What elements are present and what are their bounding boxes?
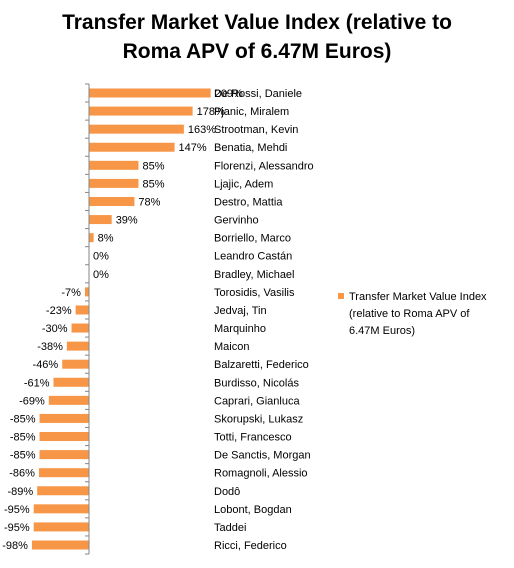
bars-layer <box>31 88 211 550</box>
data-label: 0% <box>93 251 109 263</box>
legend: Transfer Market Value Index (relative to … <box>338 291 487 337</box>
bar <box>66 341 89 351</box>
category-label: Bradley, Michael <box>214 269 295 281</box>
data-label: -85% <box>10 450 36 462</box>
data-label: 8% <box>98 233 114 245</box>
data-label: -69% <box>19 395 45 407</box>
category-label: Marquinho <box>214 323 266 335</box>
legend-text-line: Transfer Market Value Index <box>349 291 487 303</box>
bar <box>89 142 175 152</box>
category-label: De Sanctis, Morgan <box>214 450 311 462</box>
data-label: 163% <box>188 124 216 136</box>
bar <box>39 450 89 460</box>
bar <box>84 287 89 297</box>
data-label: -95% <box>4 504 30 516</box>
data-label: -30% <box>42 323 68 335</box>
category-label: Lobont, Bogdan <box>214 504 292 516</box>
chart-title-line-2: Roma APV of 6.47M Euros) <box>122 40 392 63</box>
chart-title-line-1: Transfer Market Value Index (relative to <box>62 11 452 34</box>
data-label: 78% <box>138 196 160 208</box>
data-label: -85% <box>10 432 36 444</box>
bar <box>33 522 89 532</box>
category-label: Romagnoli, Alessio <box>214 468 308 480</box>
category-label: Pjanic, Miralem <box>214 106 289 118</box>
data-label: 0% <box>93 269 109 281</box>
data-label: 178% <box>197 106 225 118</box>
bar <box>31 540 89 550</box>
bar <box>89 233 94 243</box>
bar <box>71 323 89 333</box>
category-label: Benatia, Mehdi <box>214 142 287 154</box>
labels-layer: 209%De Rossi, Daniele 178%Pjanic, Miralem… <box>2 88 313 552</box>
bar <box>75 305 89 315</box>
data-label: -95% <box>4 522 30 534</box>
axis-layer <box>85 83 90 555</box>
category-label: Taddei <box>214 522 246 534</box>
bar <box>89 124 184 134</box>
data-label: -89% <box>8 486 34 498</box>
data-label: 85% <box>142 160 164 172</box>
data-label: -23% <box>46 305 72 317</box>
data-label: -38% <box>37 341 63 353</box>
bar <box>89 215 112 225</box>
category-label: Skorupski, Lukasz <box>214 413 303 425</box>
category-label: Balzaretti, Federico <box>214 359 309 371</box>
bar <box>89 160 139 170</box>
data-label: -46% <box>33 359 59 371</box>
category-label: Totti, Francesco <box>214 432 292 444</box>
category-label: Maicon <box>214 341 249 353</box>
bar <box>39 432 89 442</box>
category-label: Leandro Castán <box>214 251 292 263</box>
bar <box>48 395 89 405</box>
category-label: Dodô <box>214 486 240 498</box>
bar <box>62 359 89 369</box>
category-label: Burdisso, Nicolás <box>214 377 299 389</box>
data-label: -61% <box>24 377 50 389</box>
data-label: 209% <box>215 88 243 100</box>
legend-text-line: (relative to Roma APV of <box>349 308 470 320</box>
category-label: Destro, Mattia <box>214 196 283 208</box>
category-label: Gervinho <box>214 215 259 227</box>
category-label: Caprari, Gianluca <box>214 395 300 407</box>
bar <box>39 413 89 423</box>
bar <box>37 486 89 496</box>
category-label: Ljajic, Adem <box>214 178 273 190</box>
category-label: De Rossi, Daniele <box>214 88 302 100</box>
data-label: -98% <box>2 540 28 552</box>
bar <box>53 377 89 387</box>
data-label: -85% <box>10 413 36 425</box>
data-label: 147% <box>179 142 207 154</box>
bar <box>38 468 89 478</box>
bar <box>89 178 139 188</box>
bar <box>89 106 193 116</box>
legend-key <box>338 293 344 299</box>
category-label: Florenzi, Alessandro <box>214 160 314 172</box>
data-label: -7% <box>61 287 81 299</box>
category-label: Ricci, Federico <box>214 540 287 552</box>
category-label: Borriello, Marco <box>214 233 291 245</box>
bar <box>89 88 211 98</box>
data-label: 39% <box>116 215 138 227</box>
chart-title: Transfer Market Value Index (relative to… <box>0 8 514 66</box>
data-label: -86% <box>9 468 35 480</box>
category-label: Jedvaj, Tin <box>214 305 267 317</box>
legend-text-line: 6.47M Euros) <box>349 325 415 337</box>
bar <box>89 196 135 206</box>
data-label: 85% <box>142 178 164 190</box>
category-label: Torosidis, Vasilis <box>214 287 295 299</box>
bar <box>33 504 89 514</box>
category-label: Strootman, Kevin <box>214 124 298 136</box>
